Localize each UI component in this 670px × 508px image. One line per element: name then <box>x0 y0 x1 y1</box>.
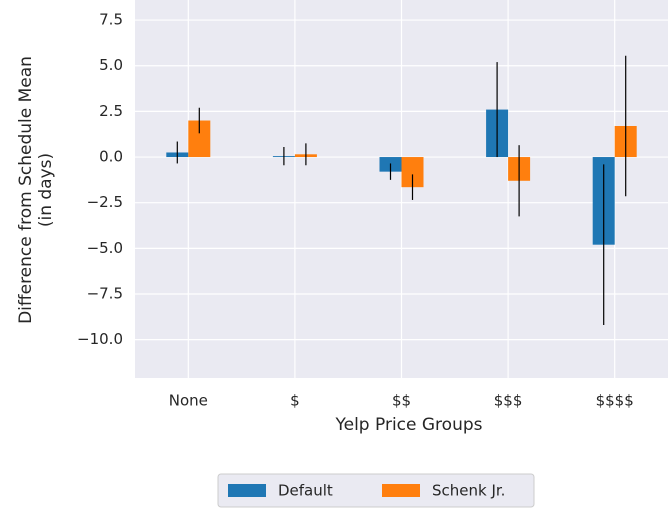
x-tick-label: None <box>169 392 208 410</box>
y-tick-label: 0.0 <box>99 148 123 166</box>
y-tick-label: −5.0 <box>87 239 123 257</box>
y-axis-label: Difference from Schedule Mean <box>16 56 36 324</box>
bar <box>401 157 424 188</box>
x-tick-label: $$ <box>392 392 411 410</box>
legend <box>217 473 535 508</box>
x-axis-label: Yelp Price Groups <box>335 415 483 435</box>
x-tick-label: $$$$ <box>596 392 634 410</box>
legend-label: Schenk Jr. <box>432 482 505 500</box>
bar <box>188 120 211 158</box>
x-tick-label: $$$ <box>494 392 523 410</box>
legend-label: Default <box>278 482 333 500</box>
y-tick-label: −2.5 <box>87 193 123 211</box>
y-tick-label: −7.5 <box>87 285 123 303</box>
legend-swatch <box>228 484 266 497</box>
y-tick-label: 2.5 <box>99 102 123 120</box>
legend-swatch <box>382 484 420 497</box>
x-tick-label: $ <box>290 392 300 410</box>
y-axis-label: (in days) <box>36 153 56 227</box>
y-tick-label: 7.5 <box>99 11 123 29</box>
y-tick-label: −10.0 <box>77 330 123 348</box>
y-tick-label: 5.0 <box>99 56 123 74</box>
